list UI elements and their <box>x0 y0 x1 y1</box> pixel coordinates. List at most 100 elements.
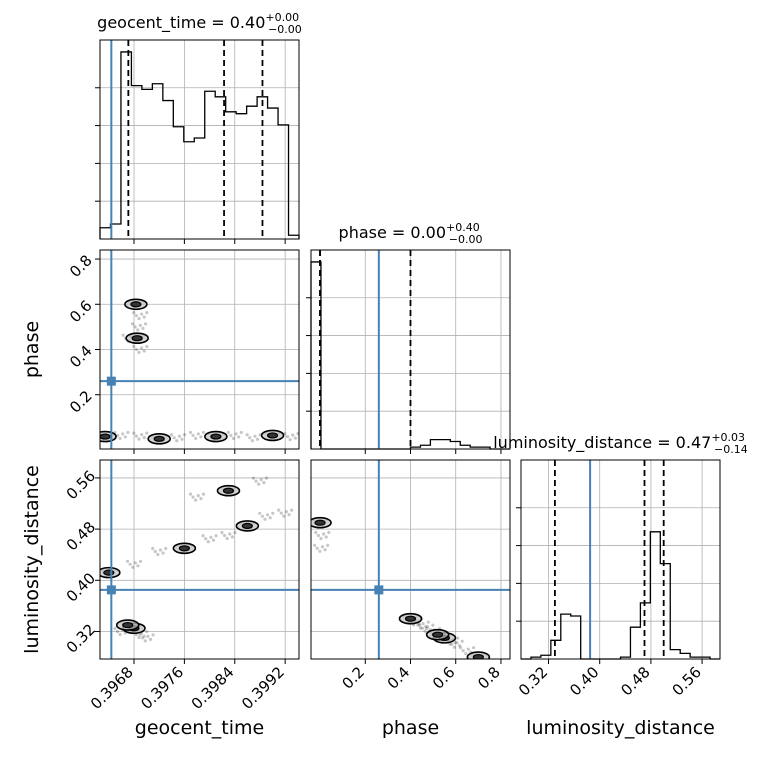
panel-geocent_time-luminosity_distance <box>95 459 300 664</box>
sample-point <box>315 546 319 550</box>
truth-marker <box>106 585 116 595</box>
sample-point <box>118 436 122 441</box>
sample-point <box>290 508 294 512</box>
sample-point <box>423 629 427 633</box>
sample-point <box>460 639 464 643</box>
sample-point <box>471 646 476 650</box>
contour-core <box>241 522 253 530</box>
sample-point <box>206 540 210 544</box>
sample-point <box>456 636 460 640</box>
sample-point <box>131 565 135 569</box>
panel-content <box>311 460 510 659</box>
sample-point <box>196 494 200 498</box>
sample-point <box>263 517 267 521</box>
sample-point <box>191 433 195 438</box>
sample-point <box>228 532 232 536</box>
sample-point <box>125 559 130 563</box>
sample-point <box>448 642 452 646</box>
sample-point <box>199 435 203 439</box>
sample-point <box>121 333 125 337</box>
sample-point <box>123 435 127 439</box>
y-tick-label: 0.4 <box>66 342 96 372</box>
x-tick-label: 0.2 <box>339 663 369 693</box>
sample-point <box>201 430 206 435</box>
x-tick-label: 0.3992 <box>238 663 288 713</box>
sample-point <box>418 623 422 627</box>
sample-point <box>191 495 195 499</box>
sample-point <box>279 511 283 515</box>
contour-core <box>266 432 279 439</box>
sample-point <box>201 492 206 496</box>
sample-point <box>172 436 176 440</box>
sample-point <box>464 652 468 656</box>
sample-point <box>143 322 148 326</box>
sample-point <box>194 498 198 502</box>
sample-point <box>319 536 323 541</box>
sample-point <box>134 313 139 318</box>
sample-point <box>431 623 435 627</box>
hist-panel-luminosity_distance: luminosity_distance = 0.47+0.03 −0.14 <box>493 431 748 664</box>
contour-core <box>210 433 222 440</box>
sample-point <box>201 534 205 538</box>
sample-point <box>137 350 141 355</box>
sample-point <box>416 623 420 627</box>
sample-point <box>250 439 254 443</box>
panel-content <box>100 250 299 449</box>
y-tick-label: 0.56 <box>63 467 99 503</box>
x-tick-label: 0.3984 <box>188 663 238 713</box>
sample-point <box>265 513 270 517</box>
axes-frame <box>99 459 300 660</box>
sample-point <box>285 434 290 439</box>
sample-point <box>132 344 136 349</box>
sample-point <box>141 636 145 640</box>
sample-point <box>196 432 200 436</box>
sample-point <box>222 533 227 538</box>
sample-point <box>237 435 241 439</box>
sample-point <box>136 328 140 332</box>
contour-core <box>314 519 326 526</box>
sample-point <box>323 548 327 552</box>
sample-point <box>140 312 144 316</box>
panel-phase-luminosity_distance <box>310 459 511 664</box>
sample-point <box>138 323 142 327</box>
sample-point <box>271 511 275 515</box>
sample-point <box>233 530 237 535</box>
sample-point <box>229 433 233 438</box>
sample-point <box>143 639 147 643</box>
y-tick-label: 0.48 <box>63 518 99 554</box>
sample-point <box>318 549 322 553</box>
y-axis-label-phase: phase <box>21 321 43 378</box>
sample-point <box>452 645 457 649</box>
sample-point <box>137 437 141 441</box>
x-tick-label: 0.48 <box>617 663 653 699</box>
sample-point <box>324 535 328 539</box>
sample-point <box>134 434 139 438</box>
sample-point <box>326 543 330 547</box>
sample-point <box>177 434 181 438</box>
sample-point <box>420 626 425 630</box>
sample-point <box>151 633 155 637</box>
sample-point <box>194 436 198 441</box>
y-axis-label-luminosity_distance: luminosity_distance <box>21 465 43 654</box>
contour-core <box>432 631 444 638</box>
sample-point <box>421 621 425 626</box>
sample-point <box>132 310 136 315</box>
contour-core <box>404 615 417 622</box>
sample-point <box>313 543 317 547</box>
panel-title-geocent_time: geocent_time = 0.40+0.00 −0.00 <box>97 11 302 36</box>
contour-core <box>130 301 142 308</box>
sample-point <box>239 430 243 435</box>
sample-point <box>175 439 179 443</box>
sample-point <box>258 511 262 515</box>
sample-point <box>134 347 139 352</box>
sample-point <box>126 430 130 435</box>
contour-core <box>131 335 143 342</box>
sample-point <box>296 431 299 436</box>
sample-point <box>145 344 149 349</box>
sample-point <box>161 551 165 555</box>
sample-point <box>146 634 150 638</box>
sample-point <box>113 626 117 631</box>
sample-point <box>128 562 132 566</box>
y-tick-label: 0.6 <box>66 297 96 327</box>
sample-point <box>424 624 428 629</box>
